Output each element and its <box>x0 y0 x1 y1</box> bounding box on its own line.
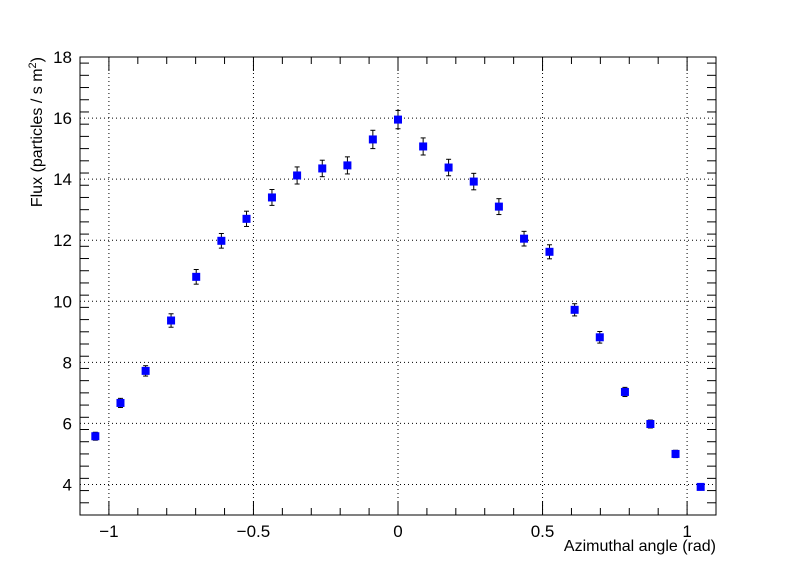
square-marker <box>217 236 226 245</box>
data-point-1 <box>116 397 125 409</box>
grid-lines <box>80 56 716 515</box>
data-point-14 <box>444 158 453 177</box>
square-marker <box>520 234 529 243</box>
y-tick-label-5: 14 <box>53 170 72 189</box>
y-tick-label-6: 16 <box>53 109 72 128</box>
data-point-4 <box>192 269 201 285</box>
square-marker <box>469 177 478 186</box>
x-tick-label-2: 0 <box>393 522 402 541</box>
x-tick-label-0: −1 <box>99 522 118 541</box>
square-marker <box>444 163 453 172</box>
data-point-22 <box>646 419 655 429</box>
data-point-2 <box>141 365 150 377</box>
x-axis-title: Azimuthal angle (rad) <box>564 538 716 555</box>
square-marker <box>620 387 629 396</box>
square-marker <box>242 214 251 223</box>
square-marker <box>343 161 352 170</box>
y-axis-title-main: Flux (particles / s m <box>29 68 46 207</box>
data-point-3 <box>167 313 176 328</box>
data-point-24 <box>696 482 705 491</box>
y-tick-label-1: 6 <box>63 414 72 433</box>
data-point-19 <box>570 303 579 317</box>
square-marker <box>545 247 554 256</box>
data-point-6 <box>242 210 251 227</box>
y-tick-label-3: 10 <box>53 292 72 311</box>
square-marker <box>570 305 579 314</box>
data-point-11 <box>368 129 377 150</box>
data-point-21 <box>620 386 629 398</box>
data-point-16 <box>494 198 503 216</box>
data-point-9 <box>318 159 327 178</box>
square-marker <box>267 193 276 202</box>
data-point-20 <box>595 330 604 344</box>
y-tick-label-7: 18 <box>53 48 72 67</box>
data-point-5 <box>217 232 226 249</box>
data-point-10 <box>343 156 352 175</box>
x-tick-label-1: −0.5 <box>237 522 271 541</box>
y-axis-title-superscript: 2 <box>27 62 39 68</box>
square-marker <box>646 420 655 429</box>
data-point-7 <box>267 189 276 206</box>
data-point-17 <box>520 230 529 247</box>
data-point-15 <box>469 172 478 191</box>
square-marker <box>91 432 100 441</box>
y-tick-label-0: 4 <box>63 475 72 494</box>
square-marker <box>671 449 680 458</box>
square-marker <box>192 272 201 281</box>
square-marker <box>595 333 604 342</box>
square-marker <box>293 171 302 180</box>
y-axis-title-close: ) <box>29 57 46 62</box>
y-tick-label-2: 8 <box>63 353 72 372</box>
data-point-0 <box>91 431 100 441</box>
square-marker <box>394 115 402 124</box>
square-marker <box>419 142 428 151</box>
x-tick-label-4: 1 <box>682 522 691 541</box>
square-marker <box>167 316 176 325</box>
axis-ticks <box>79 57 717 516</box>
square-marker <box>141 366 150 375</box>
square-marker <box>696 482 705 491</box>
data-point-12 <box>394 109 402 130</box>
x-tick-label-3: 0.5 <box>531 522 555 541</box>
square-marker <box>494 202 503 211</box>
data-point-23 <box>671 449 680 459</box>
square-marker <box>318 164 327 173</box>
y-axis-title: Flux (particles / s m2) <box>27 57 46 207</box>
square-marker <box>116 398 125 407</box>
data-point-18 <box>545 244 554 260</box>
data-points <box>91 109 705 491</box>
data-point-8 <box>293 166 302 185</box>
plot-frame <box>79 56 717 516</box>
y-tick-label-4: 12 <box>53 231 72 250</box>
data-point-13 <box>419 137 428 156</box>
square-marker <box>368 135 377 144</box>
